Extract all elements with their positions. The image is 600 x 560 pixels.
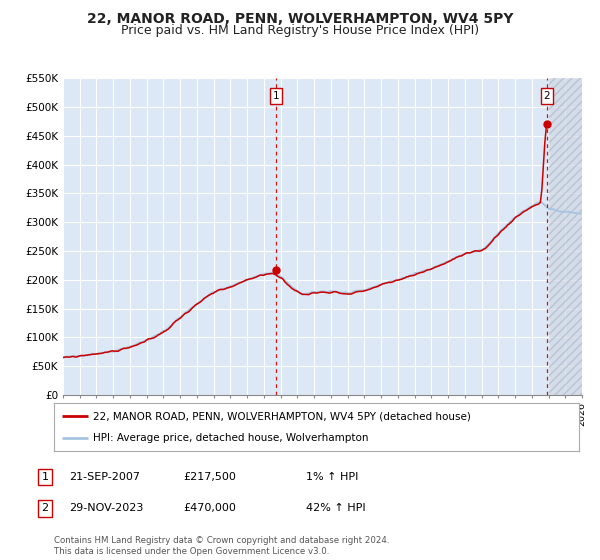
- Text: £217,500: £217,500: [183, 472, 236, 482]
- Text: 22, MANOR ROAD, PENN, WOLVERHAMPTON, WV4 5PY (detached house): 22, MANOR ROAD, PENN, WOLVERHAMPTON, WV4…: [94, 411, 471, 421]
- Text: Price paid vs. HM Land Registry's House Price Index (HPI): Price paid vs. HM Land Registry's House …: [121, 24, 479, 37]
- Text: 29-NOV-2023: 29-NOV-2023: [69, 503, 143, 514]
- Text: 1% ↑ HPI: 1% ↑ HPI: [306, 472, 358, 482]
- Text: 2: 2: [544, 91, 550, 101]
- Text: Contains HM Land Registry data © Crown copyright and database right 2024.
This d: Contains HM Land Registry data © Crown c…: [54, 536, 389, 556]
- Text: £470,000: £470,000: [183, 503, 236, 514]
- Text: 1: 1: [41, 472, 49, 482]
- Text: 21-SEP-2007: 21-SEP-2007: [69, 472, 140, 482]
- Text: 22, MANOR ROAD, PENN, WOLVERHAMPTON, WV4 5PY: 22, MANOR ROAD, PENN, WOLVERHAMPTON, WV4…: [87, 12, 513, 26]
- Text: HPI: Average price, detached house, Wolverhampton: HPI: Average price, detached house, Wolv…: [94, 433, 369, 443]
- Text: 2: 2: [41, 503, 49, 514]
- Bar: [548, 78, 582, 395]
- Text: 1: 1: [272, 91, 279, 101]
- Text: 42% ↑ HPI: 42% ↑ HPI: [306, 503, 365, 514]
